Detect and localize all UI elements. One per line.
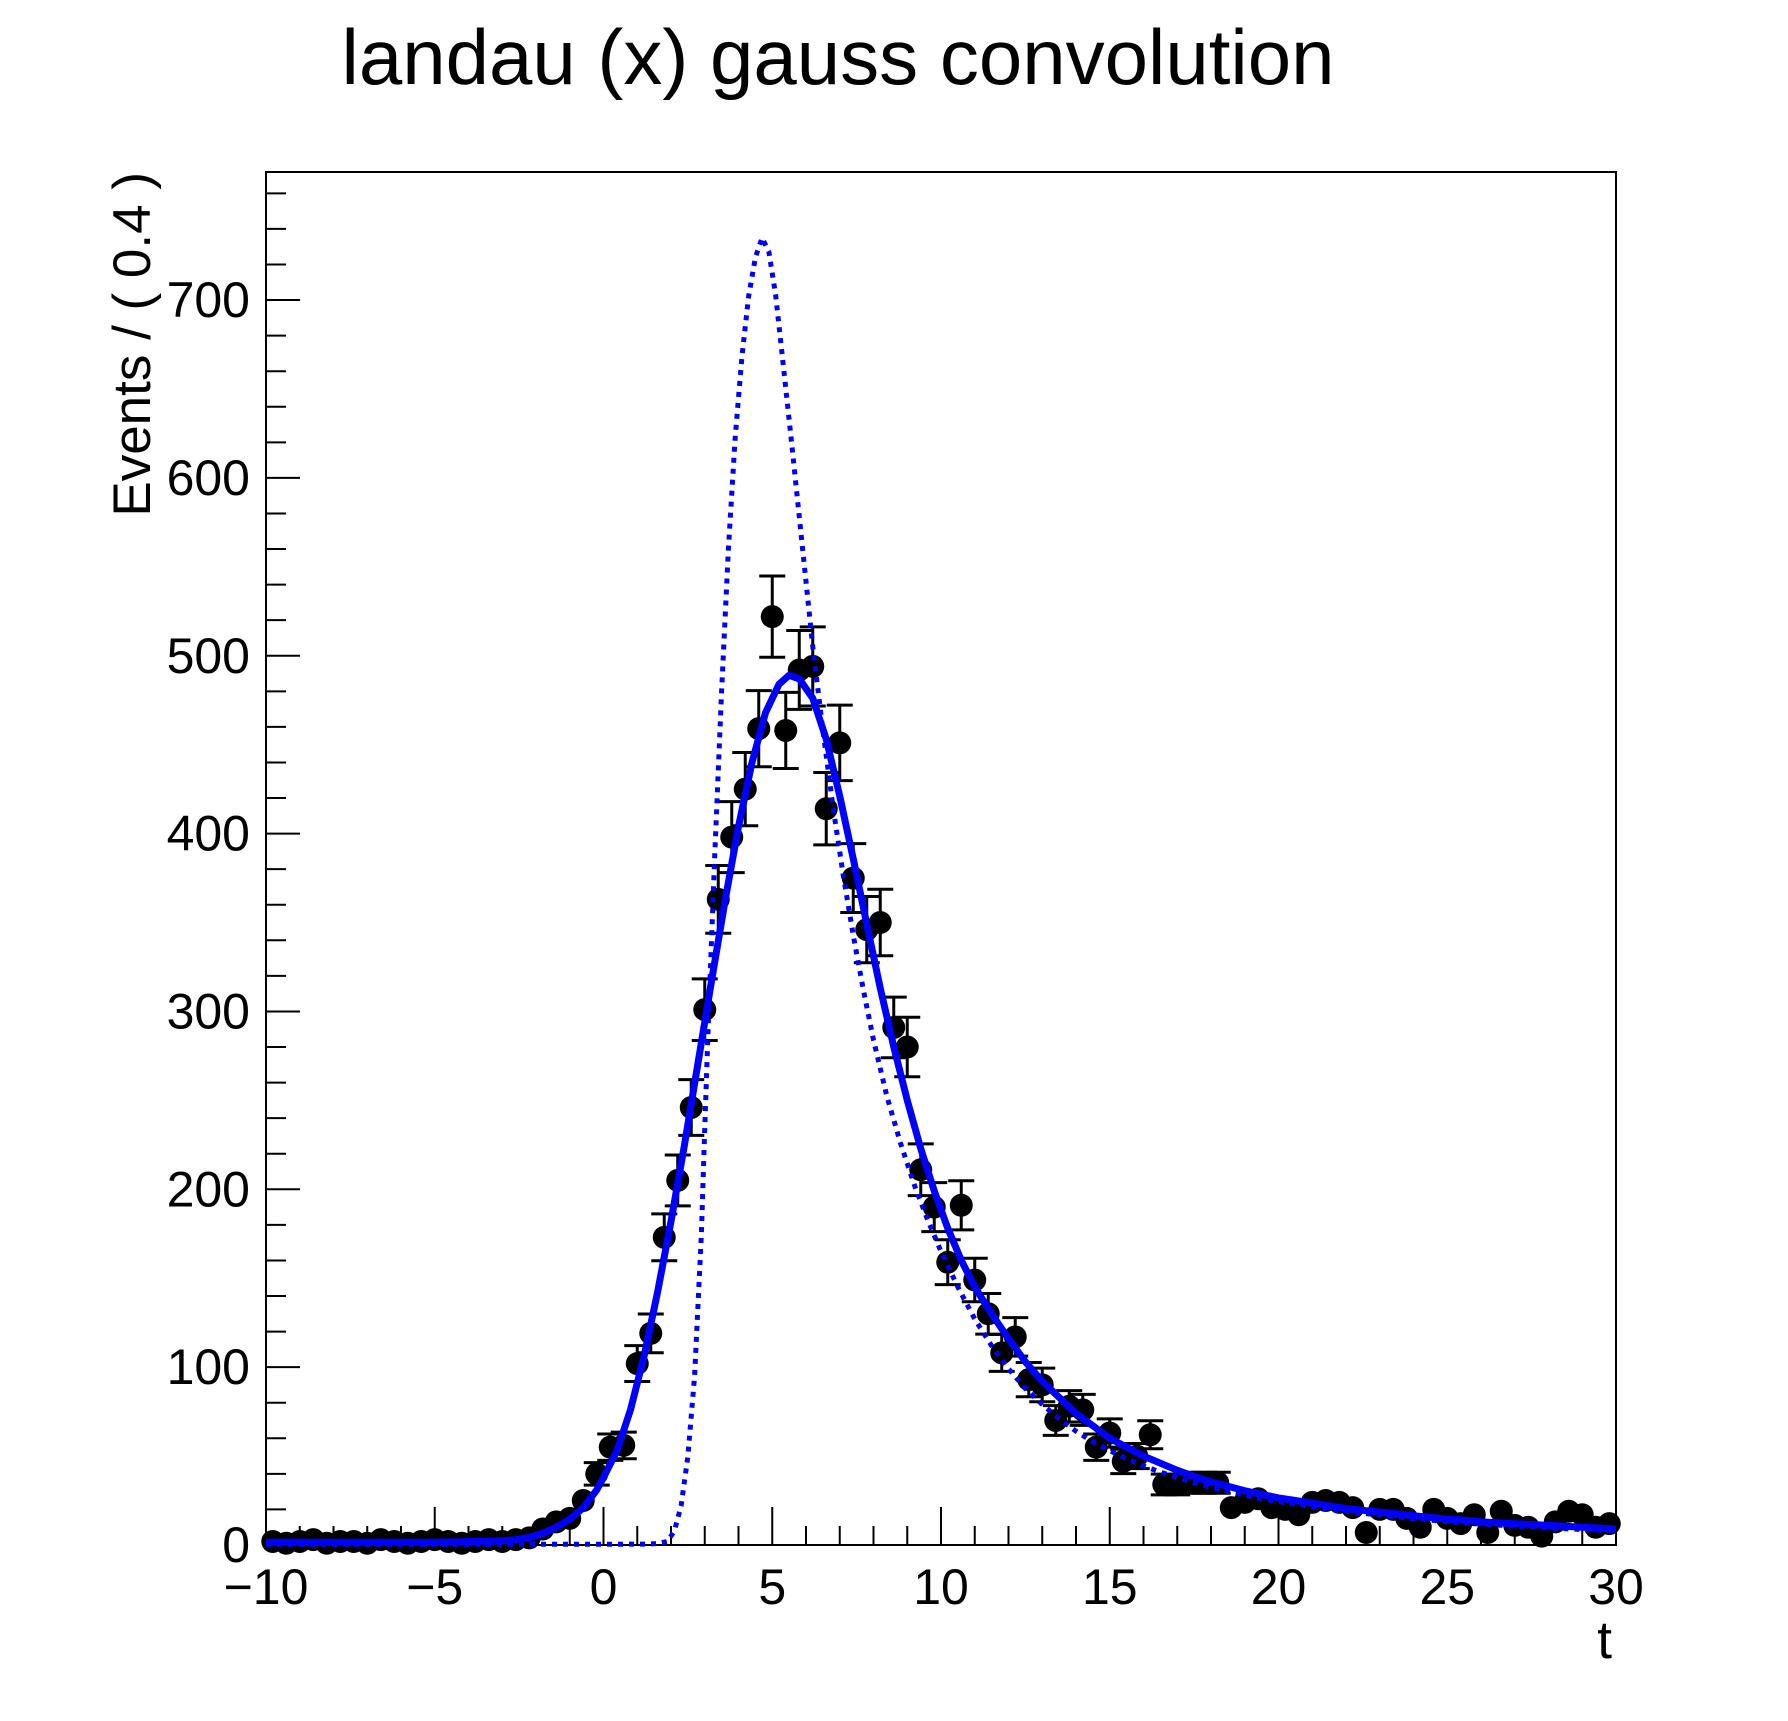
data-point [949, 1193, 973, 1217]
x-axis-tick-label: −10 [224, 1559, 309, 1615]
data-point [814, 797, 838, 821]
x-axis-title: t [1597, 1611, 1612, 1670]
x-axis-tick-label: 5 [758, 1559, 786, 1615]
x-axis-tick-label: 30 [1588, 1559, 1644, 1615]
chart-title: landau (x) gauss convolution [342, 13, 1335, 101]
data-point [1408, 1515, 1432, 1539]
plot-frame [265, 171, 1617, 1546]
y-axis-tick-label: 0 [222, 1517, 250, 1573]
x-axis-tick-label: 10 [913, 1559, 969, 1615]
x-axis-tick-label: 20 [1251, 1559, 1307, 1615]
data-point [828, 731, 852, 755]
x-axis-tick-label: 15 [1082, 1559, 1138, 1615]
y-axis-tick-label: 200 [167, 1161, 250, 1217]
y-axis-tick-label: 400 [167, 806, 250, 862]
y-axis-tick-label: 500 [167, 628, 250, 684]
x-axis-tick-label: 25 [1419, 1559, 1475, 1615]
y-axis-tick-label: 300 [167, 983, 250, 1039]
x-axis-tick-label: −5 [406, 1559, 463, 1615]
data-point [990, 1341, 1014, 1365]
data-point [760, 605, 784, 629]
data-point [1138, 1423, 1162, 1447]
data-point [801, 654, 825, 678]
data-point [868, 911, 892, 935]
y-axis-title: Events / ( 0.4 ) [103, 172, 162, 517]
landau-curve [266, 235, 1617, 1547]
data-point [774, 718, 798, 742]
y-axis-tick-label: 700 [167, 272, 250, 328]
y-axis-tick-label: 600 [167, 450, 250, 506]
data-point [1354, 1521, 1378, 1545]
fit-curve [266, 671, 1617, 1546]
y-axis-tick-label: 100 [167, 1339, 250, 1395]
data-point [895, 1035, 919, 1059]
data-point [1476, 1521, 1500, 1545]
x-axis-tick-label: 0 [590, 1559, 618, 1615]
